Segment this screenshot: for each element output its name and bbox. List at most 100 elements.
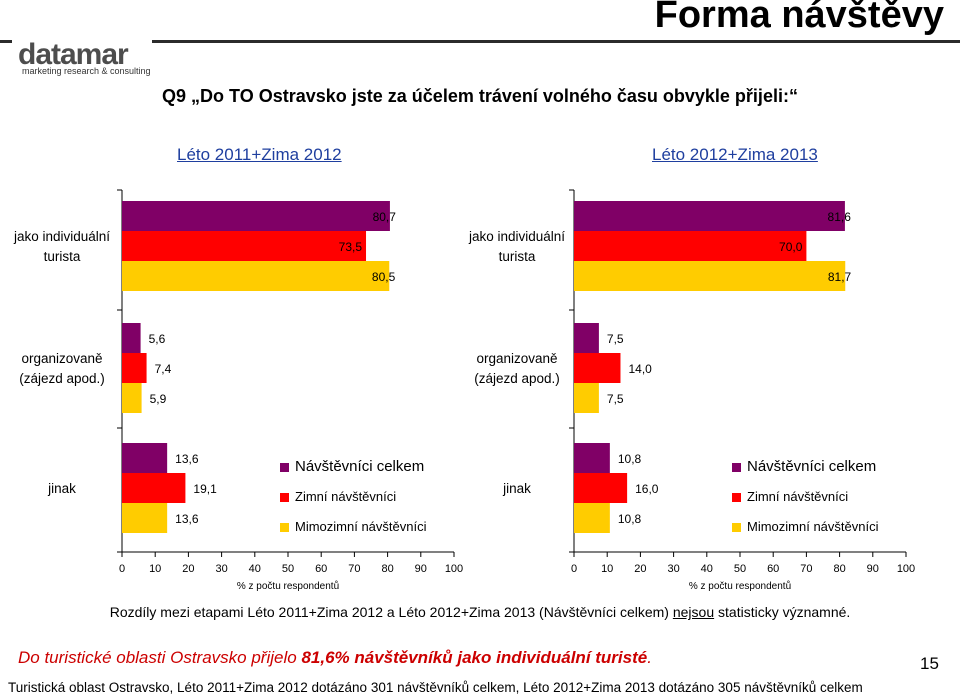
x-tick-label: 80 <box>833 563 845 575</box>
data-label: 80,5 <box>372 270 396 284</box>
category-label: organizovaně <box>476 351 557 366</box>
period-label-left: Léto 2011+Zima 2012 <box>177 145 342 164</box>
category-label: turista <box>44 249 81 264</box>
question-text: Q9 „Do TO Ostravsko jste za účelem tráve… <box>162 86 798 106</box>
x-tick-label: 10 <box>601 563 613 575</box>
x-tick-label: 50 <box>734 563 746 575</box>
x-tick-label: 60 <box>767 563 779 575</box>
category-label: jako individuální <box>13 229 110 244</box>
bar-mimozimni <box>574 261 846 291</box>
legend-right: Návštěvníci celkem Zimní návštěvníci Mim… <box>732 452 878 542</box>
bar-celkem <box>122 323 141 353</box>
x-tick-label: 20 <box>634 563 646 575</box>
conclusion-before: Do turistické oblasti Ostravsko přijelo <box>18 648 302 667</box>
bar-mimozimni <box>574 503 610 533</box>
data-label: 19,1 <box>193 482 217 496</box>
legend-item-zimni: Zimní návštěvníci <box>732 482 878 512</box>
legend-swatch-celkem <box>732 462 741 472</box>
bar-zimni <box>122 473 186 503</box>
legend-label-celkem: Návštěvníci celkem <box>747 458 877 475</box>
category-label: (zájezd apod.) <box>19 371 105 386</box>
data-label: 5,6 <box>149 332 166 346</box>
legend-swatch-mimozimni <box>732 523 741 533</box>
category-label: jinak <box>502 481 531 496</box>
significance-note: Rozdíly mezi etapami Léto 2011+Zima 2012… <box>0 604 960 620</box>
x-tick-label: 30 <box>667 563 679 575</box>
data-label: 13,6 <box>175 452 199 466</box>
bar-zimni <box>122 353 147 383</box>
conclusion-text: Do turistické oblasti Ostravsko přijelo … <box>18 648 652 668</box>
legend-swatch-zimni <box>732 493 741 503</box>
legend-label-mimozimni: Mimozimní návštěvníci <box>747 519 879 534</box>
logo-tagline: marketing research & consulting <box>22 66 151 76</box>
x-tick-label: 50 <box>282 563 294 575</box>
page-number: 15 <box>920 654 939 673</box>
x-tick-label: 80 <box>381 563 393 575</box>
conclusion-bold: 81,6% návštěvníků jako individuální turi… <box>301 648 648 667</box>
x-tick-label: 60 <box>315 563 327 575</box>
bar-zimni <box>122 231 367 261</box>
category-label: jinak <box>47 481 76 496</box>
legend-item-zimni: Zimní návštěvníci <box>280 482 426 512</box>
data-label: 14,0 <box>628 362 652 376</box>
charts-canvas: 0 10 20 30 40 50 60 70 80 90 100 % z počtu responde… <box>13 189 915 592</box>
x-tick-label: 90 <box>867 563 879 575</box>
x-tick-label: 100 <box>897 563 915 575</box>
legend-item-celkem: Návštěvníci celkem <box>732 452 878 482</box>
data-label: 80,7 <box>373 210 397 224</box>
legend-swatch-mimozimni <box>280 523 289 533</box>
x-axis-title: % z počtu respondentů <box>689 580 791 592</box>
x-tick-label: 100 <box>445 563 463 575</box>
legend-left: Návštěvníci celkem Zimní návštěvníci Mim… <box>280 452 426 542</box>
data-label: 70,0 <box>779 240 803 254</box>
x-axis-title: % z počtu respondentů <box>237 580 339 592</box>
bar-mimozimni <box>122 383 142 413</box>
legend-label-zimni: Zimní návštěvníci <box>295 489 397 504</box>
data-label: 10,8 <box>618 512 642 526</box>
conclusion-after: . <box>647 648 652 667</box>
category-label: (zájezd apod.) <box>474 371 560 386</box>
title-divider <box>0 40 960 43</box>
category-label: turista <box>499 249 536 264</box>
data-label: 13,6 <box>175 512 199 526</box>
x-tick-label: 90 <box>415 563 427 575</box>
x-tick-label: 0 <box>571 563 577 575</box>
note-before: Rozdíly mezi etapami Léto 2011+Zima 2012… <box>109 604 673 620</box>
data-label: 73,5 <box>339 240 363 254</box>
data-label: 10,8 <box>618 452 642 466</box>
x-tick-label: 40 <box>701 563 713 575</box>
bar-celkem <box>574 443 610 473</box>
x-tick-label: 40 <box>249 563 261 575</box>
data-label: 7,5 <box>607 392 624 406</box>
category-label: organizovaně <box>21 351 102 366</box>
legend-label-mimozimni: Mimozimní návštěvníci <box>295 519 427 534</box>
bar-mimozimni <box>122 261 390 291</box>
data-label: 81,6 <box>828 210 852 224</box>
bar-celkem <box>574 323 599 353</box>
period-label-right: Léto 2012+Zima 2013 <box>652 145 818 164</box>
x-tick-label: 0 <box>119 563 125 575</box>
x-tick-label: 20 <box>182 563 194 575</box>
bar-zimni <box>574 473 628 503</box>
legend-item-mimozimni: Mimozimní návštěvníci <box>280 512 426 542</box>
footer-sample-info: Turistická oblast Ostravsko, Léto 2011+Z… <box>8 680 863 695</box>
bar-mimozimni <box>574 383 599 413</box>
x-tick-label: 30 <box>215 563 227 575</box>
x-tick-label: 70 <box>800 563 812 575</box>
data-label: 81,7 <box>828 270 852 284</box>
data-label: 7,5 <box>607 332 624 346</box>
x-tick-label: 70 <box>348 563 360 575</box>
legend-swatch-celkem <box>280 462 289 472</box>
slide-title: Forma návštěvy <box>654 0 944 36</box>
data-label: 5,9 <box>150 392 167 406</box>
legend-item-mimozimni: Mimozimní návštěvníci <box>732 512 878 542</box>
data-label: 7,4 <box>155 362 172 376</box>
bar-zimni <box>574 231 807 261</box>
legend-label-celkem: Návštěvníci celkem <box>295 458 425 475</box>
data-label: 16,0 <box>635 482 659 496</box>
legend-item-celkem: Návštěvníci celkem <box>280 452 426 482</box>
bar-mimozimni <box>122 503 168 533</box>
note-after: statisticky významné. <box>714 604 851 620</box>
legend-swatch-zimni <box>280 493 289 503</box>
category-label: jako individuální <box>468 229 565 244</box>
